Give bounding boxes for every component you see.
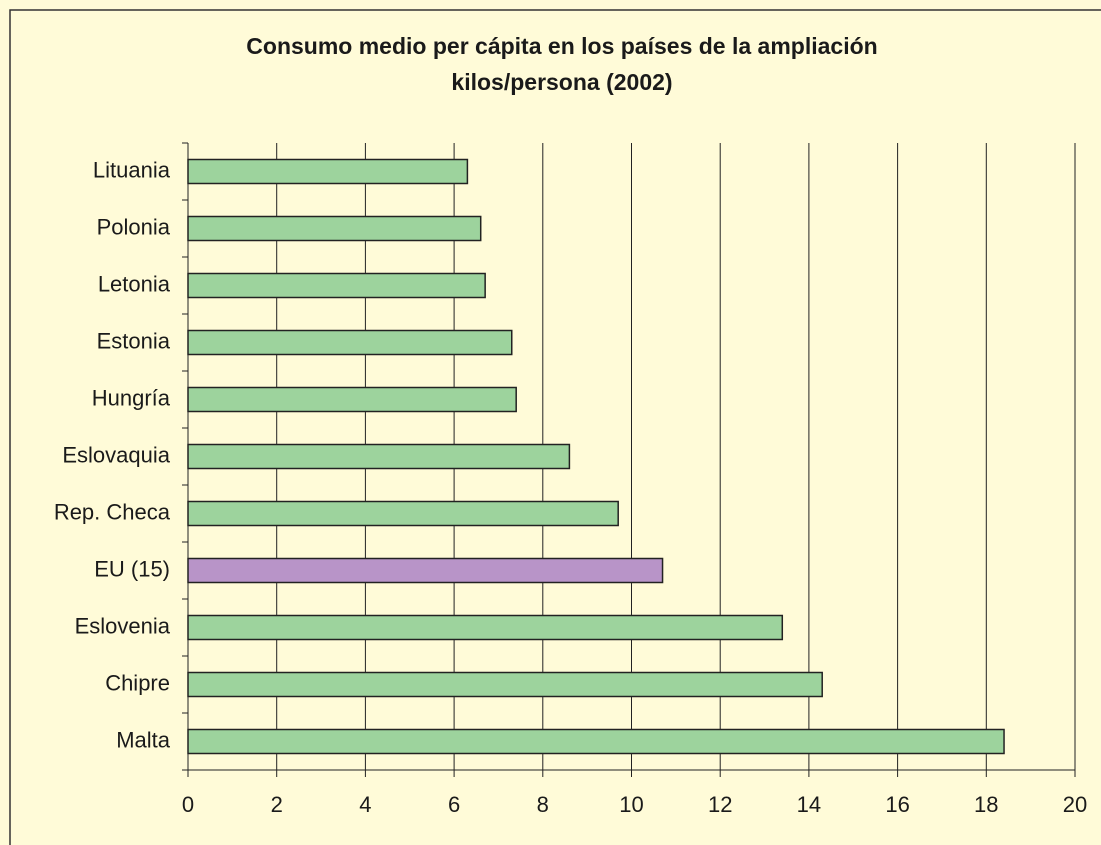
x-tick-label: 10: [619, 792, 643, 817]
bar: [187, 671, 823, 698]
y-tick-label: Hungría: [92, 385, 171, 410]
y-tick-label: Estonia: [97, 328, 171, 353]
y-tick-label: Malta: [116, 727, 171, 752]
x-tick-label: 6: [448, 792, 460, 817]
y-tick-label: Rep. Checa: [54, 499, 171, 524]
bar: [187, 557, 664, 584]
x-tick-label: 16: [885, 792, 909, 817]
bar: [187, 329, 513, 356]
y-tick-label: Eslovaquia: [62, 442, 170, 467]
frame: [9, 9, 1101, 845]
y-tick-label: Polonia: [97, 214, 171, 239]
bar: [187, 158, 469, 185]
bar: [187, 386, 517, 413]
bar: [187, 443, 571, 470]
chart-title: Consumo medio per cápita en los países d…: [246, 33, 877, 59]
x-tick-label: 0: [182, 792, 194, 817]
x-tick-label: 14: [797, 792, 821, 817]
y-tick-label: Lituania: [93, 157, 171, 182]
x-tick-label: 12: [708, 792, 732, 817]
x-tick-label: 18: [974, 792, 998, 817]
bar: [187, 728, 1005, 755]
chart-subtitle: kilos/persona (2002): [451, 69, 672, 95]
y-tick-label: EU (15): [94, 556, 170, 581]
x-tick-label: 4: [359, 792, 371, 817]
bar: [187, 215, 482, 242]
bar: [187, 614, 784, 641]
x-tick-label: 8: [537, 792, 549, 817]
bar: [187, 500, 619, 527]
y-tick-label: Chipre: [105, 670, 170, 695]
y-tick-label: Eslovenia: [75, 613, 171, 638]
x-tick-label: 20: [1063, 792, 1087, 817]
x-tick-label: 2: [271, 792, 283, 817]
y-tick-label: Letonia: [98, 271, 171, 296]
bar: [187, 272, 486, 299]
